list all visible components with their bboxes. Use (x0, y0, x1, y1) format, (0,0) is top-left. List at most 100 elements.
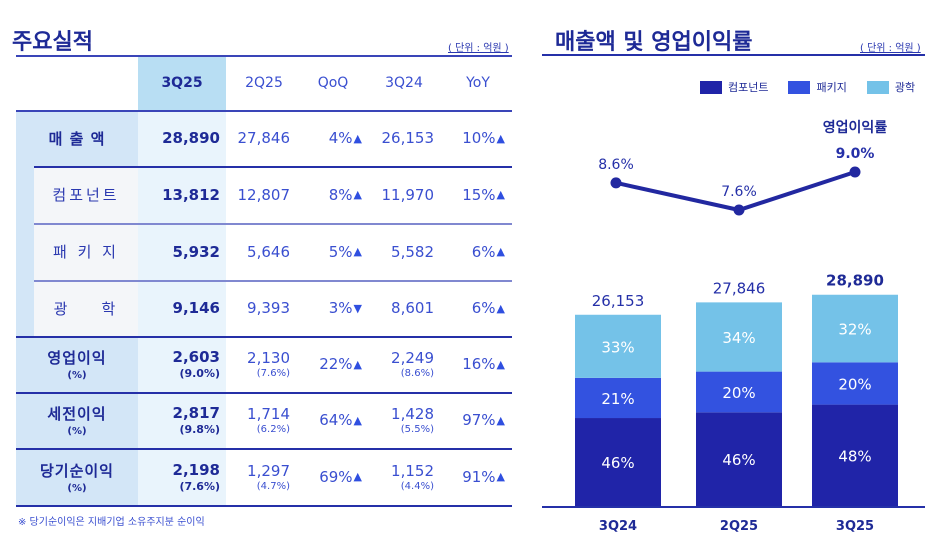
table-row-optics: 광 학 9,146 9,393 8,601 3% ▼ 6% ▲ (16, 280, 512, 336)
value: 11,970 (381, 185, 435, 204)
legend-swatch-optics (866, 80, 889, 94)
change-value: 4% (328, 129, 353, 147)
bar-segment-label: 33% (601, 338, 634, 356)
margin-point (733, 204, 745, 216)
cell-yoy: 91% ▲ (436, 448, 505, 505)
cell-3q25: 2,817 (9.8%) (138, 392, 220, 448)
cell-3q24: 1,428 (5.5%) (364, 392, 434, 448)
highlight-column-header (138, 57, 226, 110)
value: 13,812 (162, 185, 220, 204)
bar-total-label: 28,890 (826, 272, 884, 290)
legend-label-package: 패키지 (816, 81, 847, 94)
cell-3q25: 28,890 (138, 110, 220, 166)
cell-qoq: 69% ▲ (296, 448, 362, 505)
up-triangle-icon: ▲ (496, 301, 505, 315)
bar-total-label: 26,153 (592, 292, 645, 310)
table-row-net-income: 당기순이익 (%) 2,198 (7.6%) 1,297 (4.7%) 1,152 (4.4%… (16, 448, 512, 505)
cell-2q25: 27,846 (226, 110, 291, 166)
cell-yoy: 6% ▲ (436, 280, 505, 336)
margin-label: 7.6% (721, 184, 757, 200)
cell-2q25: 9,393 (226, 280, 290, 336)
cell-yoy: 97% ▲ (436, 392, 505, 448)
x-tick-label: 2Q25 (720, 519, 758, 534)
cell-3q24: 8,601 (364, 280, 434, 336)
value: 5,646 (247, 242, 290, 261)
legend-label-optics: 광학 (894, 81, 916, 94)
cell-3q24: 1,152 (4.4%) (364, 448, 434, 505)
bar-segment-label: 46% (601, 454, 634, 472)
bar-segment-package (812, 362, 898, 405)
change-value: 10% (462, 129, 496, 147)
table-row-package: 패 키 지 5,932 5,646 5,582 5% ▲ 6% ▲ (16, 223, 512, 280)
bar-segment-label: 20% (838, 375, 871, 393)
row-label-text: 패 키 지 (53, 243, 119, 261)
legend-swatch-package (788, 80, 811, 94)
table-header (16, 55, 512, 110)
down-triangle-icon: ▼ (353, 301, 362, 315)
up-triangle-icon: ▲ (353, 131, 362, 145)
cell-qoq: 22% ▲ (296, 336, 362, 392)
row-label: 영업이익 (%) (16, 336, 138, 392)
value: 1,714 (247, 405, 290, 423)
bar-segment-optics (575, 314, 661, 378)
value: 9,393 (247, 299, 290, 317)
bar-segment-component (696, 412, 782, 506)
up-triangle-icon: ▲ (353, 470, 362, 483)
column-header-2q25: 2Q25 (245, 75, 283, 91)
cell-2q25: 2,130 (7.6%) (226, 336, 290, 392)
table-row-pretax-profit: 세전이익 (%) 2,817 (9.8%) 1,714 (6.2%) 1,428 (5.5%)… (16, 392, 512, 448)
change-value: 16% (462, 355, 496, 373)
cell-3q24: 2,249 (8.6%) (364, 336, 434, 392)
x-tick-label: 3Q25 (836, 519, 874, 534)
margin-pct: (7.6%) (256, 368, 290, 379)
up-triangle-icon: ▲ (353, 413, 362, 427)
value: 5,582 (391, 242, 434, 261)
up-triangle-icon: ▲ (353, 188, 362, 201)
bar-segment-optics (696, 302, 782, 372)
cell-3q25: 5,932 (138, 223, 220, 280)
change-value: 22% (319, 355, 353, 373)
row-label-text: 영업이익 (47, 349, 107, 367)
up-triangle-icon: ▲ (496, 470, 505, 483)
value: 8,601 (391, 299, 434, 317)
bar-segment-label: 21% (601, 390, 634, 408)
value: 2,249 (391, 349, 434, 367)
value: 1,297 (247, 461, 290, 480)
value: 2,817 (172, 404, 220, 422)
change-value: 6% (471, 242, 496, 261)
cell-qoq: 8% ▲ (296, 166, 362, 223)
row-label-text: 매 출 액 (48, 129, 106, 148)
cell-2q25: 12,807 (226, 166, 291, 223)
margin-pct: (4.4%) (400, 480, 434, 492)
value: 2,130 (247, 349, 290, 367)
change-value: 8% (328, 185, 353, 204)
cell-2q25: 1,297 (4.7%) (226, 448, 290, 505)
change-value: 97% (462, 411, 496, 429)
row-label: 세전이익 (%) (16, 392, 138, 448)
margin-pct: (5.5%) (400, 424, 434, 435)
up-triangle-icon: ▲ (496, 245, 505, 258)
margin-pct: (8.6%) (400, 368, 434, 379)
cell-qoq: 3% ▼ (296, 280, 362, 336)
cell-yoy: 16% ▲ (436, 336, 505, 392)
bar-segment-component (812, 404, 898, 506)
change-value: 6% (471, 299, 496, 317)
column-header-yoy: YoY (466, 75, 490, 91)
up-triangle-icon: ▲ (353, 357, 362, 371)
value: 12,807 (237, 185, 291, 204)
margin-pct: (9.0%) (179, 367, 220, 380)
table-unit: ( 단위 : 억원 ) (448, 43, 509, 54)
cell-3q25: 2,198 (7.6%) (138, 448, 220, 505)
value: 27,846 (237, 129, 291, 147)
table-row-operating-profit: 영업이익 (%) 2,603 (9.0%) 2,130 (7.6%) 2,249 (8.6%)… (16, 336, 512, 392)
row-label-text: 세전이익 (47, 405, 107, 423)
up-triangle-icon: ▲ (496, 188, 505, 201)
cell-2q25: 1,714 (6.2%) (226, 392, 290, 448)
value: 5,932 (172, 242, 220, 261)
margin-pct: (4.7%) (256, 480, 290, 492)
change-value: 15% (462, 185, 496, 204)
bar-segment-label: 20% (722, 384, 755, 402)
margin-point (849, 166, 861, 178)
bar-segment-optics (812, 294, 898, 363)
legend-swatch-component (700, 80, 722, 94)
